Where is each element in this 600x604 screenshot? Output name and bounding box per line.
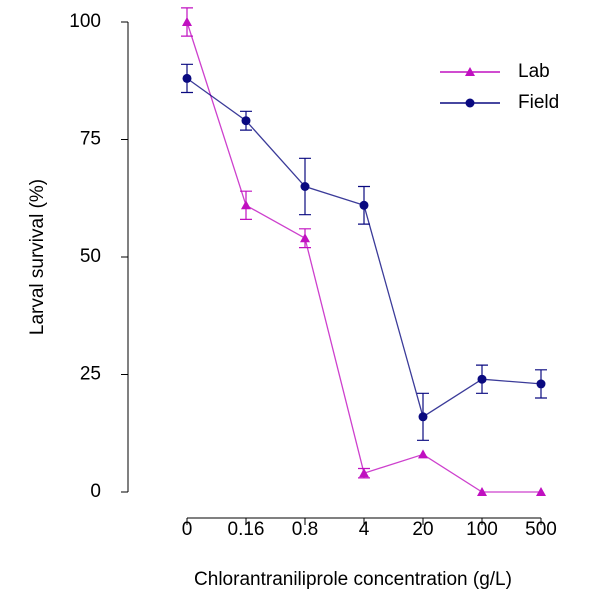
x-tick-label: 0.8 xyxy=(292,519,318,540)
data-point xyxy=(182,73,192,83)
data-point xyxy=(300,233,310,243)
x-tick-label: 100 xyxy=(466,519,498,540)
series-line xyxy=(186,77,542,418)
data-point xyxy=(536,487,546,496)
legend-marker xyxy=(465,67,475,76)
data-point xyxy=(241,200,251,210)
data-point xyxy=(241,116,251,126)
legend-marker xyxy=(465,98,475,108)
data-point xyxy=(418,449,428,459)
legend-label: Field xyxy=(518,92,559,113)
series-line xyxy=(186,21,541,493)
data-point xyxy=(359,468,369,478)
data-point xyxy=(359,200,369,210)
x-tick-label: 0.16 xyxy=(228,519,265,540)
legend-label: Lab xyxy=(518,61,550,82)
data-point xyxy=(182,17,192,26)
data-point xyxy=(300,182,310,191)
y-tick-label: 0 xyxy=(90,481,101,502)
y-tick-label: 25 xyxy=(80,364,101,385)
y-tick-label: 100 xyxy=(69,11,101,32)
x-tick-label: 500 xyxy=(525,519,557,540)
y-tick-label: 50 xyxy=(80,246,101,267)
data-point xyxy=(418,412,428,422)
x-tick-label: 4 xyxy=(359,519,370,540)
x-tick-label: 20 xyxy=(412,519,433,540)
data-point xyxy=(477,374,487,384)
data-point xyxy=(536,379,546,389)
data-point xyxy=(477,487,487,496)
y-axis-label: Larval survival (%) xyxy=(27,179,48,335)
x-tick-label: 0 xyxy=(182,519,193,540)
x-axis-label: Chlorantraniliprole concentration (g/L) xyxy=(194,569,512,590)
y-tick-label: 75 xyxy=(80,129,101,150)
